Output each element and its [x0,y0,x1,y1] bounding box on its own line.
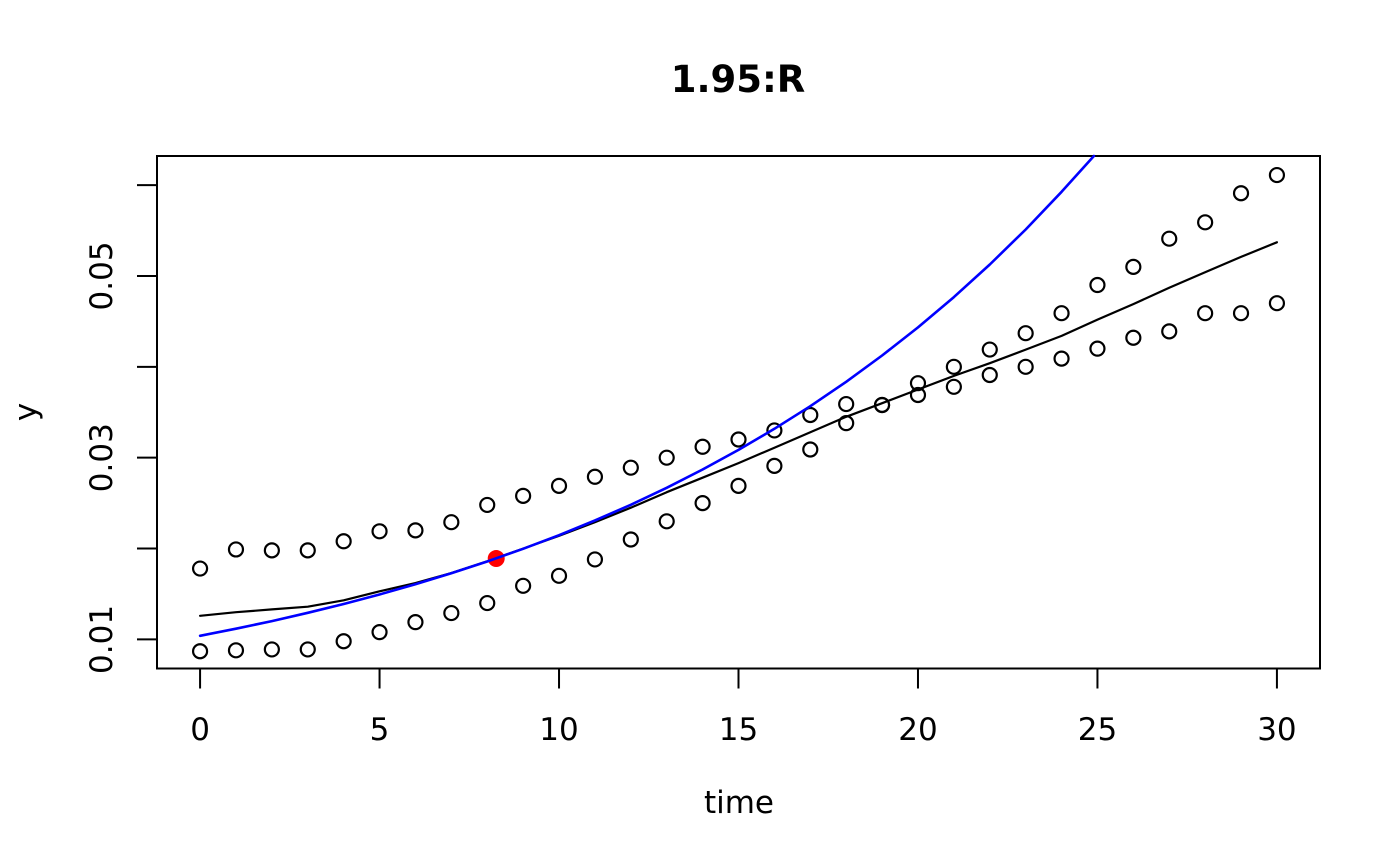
upper-band-points [1053,350,1070,367]
x-axis-label: time [704,785,774,821]
lower-band-points [263,641,280,658]
lower-band-points [694,495,711,512]
upper-band-points [299,542,316,559]
lower-band-points [1197,214,1214,231]
upper-band-points [981,366,998,384]
upper-band-points [479,496,496,514]
upper-band-points [191,560,209,577]
lower-band-points [335,633,352,650]
lower-band-points [550,567,568,584]
lower-band-points [730,477,747,494]
y-tick-label: 0.03 [84,423,120,492]
upper-band-points [227,541,245,558]
y-axis-label: y [8,403,44,421]
upper-band-points [1089,340,1106,357]
upper-band-points [1268,295,1286,312]
x-tick-label: 10 [539,712,578,748]
upper-band-points [766,422,783,439]
upper-band-points [515,487,532,504]
lower-band-points [1089,276,1106,294]
lower-band-points [1268,166,1286,184]
lower-band-points [1125,258,1142,275]
axes: 0 5 10 15 20 25 30 0.01 0.03 0.05 [84,155,1321,748]
upper-band-points [730,431,747,448]
upper-band-points [407,522,424,539]
upper-band-points [550,477,568,494]
upper-band-points [658,449,675,466]
upper-band-points [945,378,962,395]
upper-band-points [1197,305,1214,322]
upper-band-points [263,542,280,559]
lower-band-points [515,577,532,594]
plot-box [156,155,1321,670]
x-tick-label: 15 [719,712,758,748]
data-series [191,154,1286,660]
lower-band-points [191,643,209,660]
x-tick-label: 20 [898,712,937,748]
x-tick-label: 25 [1078,712,1117,748]
lower-band-points [479,594,496,612]
upper-band-points [371,523,388,540]
lower-band-points [1053,305,1070,322]
x-tick-label: 5 [370,712,390,748]
x-tick-label: 30 [1257,712,1296,748]
y-tick-label: 0.05 [84,241,120,310]
lower-band-points [802,441,819,458]
lower-band-points [1161,230,1178,247]
upper-band-points [1232,305,1250,322]
upper-band-points [1017,358,1034,375]
x-tick-label: 0 [190,712,210,748]
upper-band-points [1125,329,1142,346]
lower-band-points [1017,325,1034,342]
exponential-curve [198,154,1096,638]
upper-band-points [335,533,352,550]
lower-band-points [299,641,316,658]
lower-band-points [945,358,962,375]
lower-band-points [371,624,388,641]
lower-band-points [981,341,998,358]
fit-line [199,241,1279,617]
lower-band-points [658,513,675,530]
lower-band-points [586,551,604,568]
lower-band-points [766,457,783,474]
upper-band-points [586,468,604,485]
upper-band-points [802,406,819,424]
upper-band-points [1161,323,1178,340]
lower-band-points [622,531,639,548]
upper-band-points [622,459,639,476]
upper-band-points [838,395,855,413]
upper-band-points [909,386,927,404]
upper-band-points [443,514,460,531]
lower-band-points [1232,185,1250,202]
lower-band-points [227,642,245,659]
y-tick-label: 0.01 [84,605,120,674]
lower-band-points [407,614,424,631]
plot-title: 1.95:R [671,58,806,101]
lower-band-points [443,604,460,622]
upper-band-points [694,438,711,455]
